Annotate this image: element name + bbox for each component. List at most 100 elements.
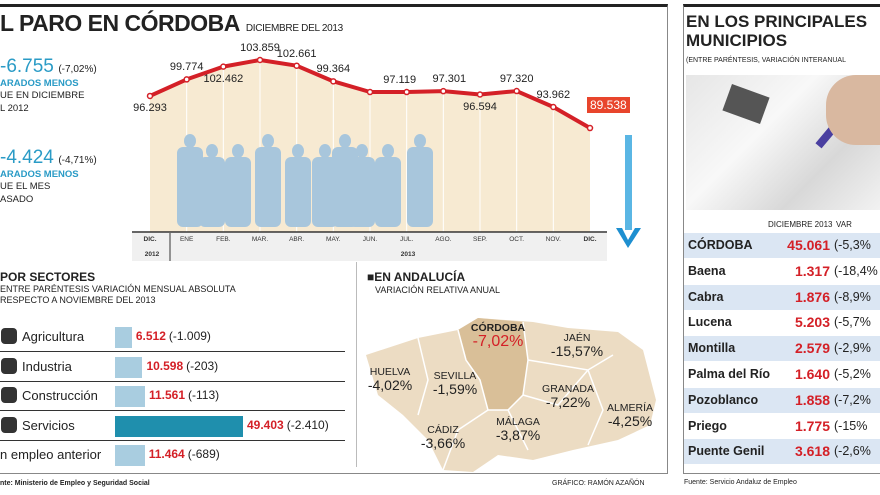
person-silhouette-icon — [206, 144, 218, 158]
x-tick-label: SEP. — [473, 236, 487, 243]
col-header-dic: DICIEMBRE 2013 — [768, 220, 833, 229]
municipio-name: Montilla — [688, 341, 736, 356]
municipio-value: 3.618 — [794, 443, 830, 460]
person-silhouette-icon — [407, 147, 433, 227]
province-value: -7,02% — [472, 333, 524, 350]
data-point — [586, 124, 594, 132]
sector-row: Industria 10.598 (-203) — [0, 352, 345, 382]
data-point — [366, 88, 374, 96]
province-label: SEVILLA -1,59% — [433, 370, 477, 396]
data-label: 96.594 — [463, 100, 497, 113]
sector-value: 11.561 (-113) — [149, 388, 219, 402]
left-panel — [0, 4, 668, 474]
municipio-row: CÓRDOBA 45.061 (-5,3% — [684, 233, 880, 258]
municipios-source: Fuente: Servicio Andaluz de Empleo — [684, 479, 797, 486]
municipio-variation: (-5,3% — [834, 238, 871, 252]
col-header-var: VAR — [836, 220, 852, 229]
sector-change: (-113) — [188, 388, 220, 402]
sector-change: (-203) — [186, 358, 219, 373]
summary-value: -4.424 — [0, 147, 54, 168]
hand-image — [826, 75, 880, 145]
summary-line: ASADO — [0, 194, 34, 205]
summary-line: UE EN DICIEMBRE — [0, 90, 85, 101]
sector-value: 49.403 (-2.410) — [247, 418, 329, 432]
province-borders — [417, 321, 614, 471]
sectors-subtitle: RESPECTO A NOVIEMBRE DEL 2013 — [0, 295, 156, 305]
municipio-name: Palma del Río — [688, 367, 770, 381]
data-label: 99.364 — [316, 63, 351, 76]
person-silhouette-icon — [382, 144, 394, 158]
data-label: 96.293 — [133, 101, 167, 114]
summary-monthly: -4.424 (-4,71%) ARADOS MENOS UE EL MES A… — [0, 147, 97, 206]
person-silhouette-icon — [177, 147, 203, 227]
x-tick-label: ABR. — [289, 236, 305, 243]
x-tick-label: FEB. — [216, 236, 231, 243]
page-title: L PARO EN CÓRDOBA DICIEMBRE DEL 2013 — [0, 10, 343, 37]
square-bullet-icon: ■ — [367, 270, 375, 284]
data-label: 102.661 — [276, 47, 317, 60]
municipio-variation: (-15% — [834, 418, 868, 433]
province-value: -3,87% — [495, 427, 541, 443]
municipio-row: Palma del Río 1.640 (-5,2% — [684, 362, 880, 387]
municipio-variation: (-2,9% — [834, 341, 871, 356]
data-label: 93.962 — [536, 89, 571, 101]
year-label: 2012 — [144, 251, 160, 258]
province-label: CÓRDOBA -7,02% — [470, 322, 526, 350]
municipio-variation: (-7,2% — [834, 392, 871, 407]
data-label: 103.859 — [240, 42, 280, 54]
sector-row: n empleo anterior 11.464 (-689) — [0, 440, 345, 470]
down-arrow-icon — [625, 135, 632, 230]
municipio-variation: (-5,2% — [834, 367, 871, 381]
sector-value: 11.464 (-689) — [149, 447, 220, 461]
sector-icon — [1, 357, 17, 374]
sector-bar — [115, 327, 132, 348]
year-label: 2013 — [400, 251, 416, 258]
data-point — [220, 63, 227, 70]
sector-count: 49.403 — [247, 417, 284, 432]
sector-name: n empleo anterior — [0, 447, 102, 462]
province-value: -1,59% — [432, 381, 478, 397]
source-note: nte: Ministerio de Empleo y Seguridad So… — [0, 480, 150, 487]
sector-count: 11.464 — [148, 447, 185, 461]
province-value: -4,02% — [367, 377, 413, 393]
person-silhouette-icon — [414, 134, 426, 148]
sectors-title: POR SECTORES — [0, 270, 96, 284]
province-value: -7,22% — [545, 394, 591, 410]
municipio-variation: (-5,7% — [834, 315, 871, 330]
sector-count: 10.598 — [146, 358, 184, 373]
sectors-section: POR SECTORES ENTRE PARÉNTESIS VARIACIÓN … — [0, 270, 236, 306]
municipio-variation: (-18,4% — [834, 263, 878, 278]
summary-value: -6.755 — [0, 56, 54, 77]
province-label: CÁDIZ -3,66% — [421, 424, 465, 450]
cordoba-province — [458, 318, 528, 410]
sectors-subtitle: ENTRE PARÉNTESIS VARIACIÓN MENSUAL ABSOL… — [0, 284, 236, 294]
sector-change: (-2.410) — [286, 417, 329, 432]
province-name: HUELVA — [369, 366, 411, 378]
summary-annual: -6.755 (-7,02%) ARADOS MENOS UE EN DICIE… — [0, 56, 97, 115]
sector-icon — [1, 416, 17, 433]
person-silhouette-icon — [319, 144, 331, 158]
person-silhouette-icon — [356, 144, 368, 158]
province-value: -15,57% — [550, 343, 604, 359]
axis-band — [132, 233, 607, 261]
summary-line: L 2012 — [0, 103, 29, 114]
province-name: CÓRDOBA — [470, 322, 526, 334]
x-tick-label: OCT. — [509, 236, 525, 243]
title-line: EN LOS PRINCIPALES — [686, 12, 868, 31]
municipio-row: Lucena 5.203 (-5,7% — [684, 310, 880, 335]
unemployment-line-chart — [132, 56, 641, 261]
province-name: SEVILLA — [433, 370, 477, 382]
x-tick-label: AGO. — [435, 236, 452, 243]
data-point — [403, 88, 410, 96]
municipio-name: Puente Genil — [688, 444, 765, 459]
province-label: MÁLAGA -3,87% — [496, 416, 540, 442]
sector-name: Industria — [22, 358, 72, 374]
x-tick-label: JUN. — [362, 236, 378, 243]
summary-pct: (-4,71%) — [58, 155, 97, 166]
person-silhouette-icon — [285, 157, 311, 227]
municipio-row: Cabra 1.876 (-8,9% — [684, 284, 880, 310]
person-silhouette-icon — [339, 134, 351, 148]
sector-row: Servicios 49.403 (-2.410) — [0, 411, 345, 441]
province-name: ALMERÍA — [606, 402, 654, 414]
municipio-value: 1.775 — [794, 417, 830, 434]
